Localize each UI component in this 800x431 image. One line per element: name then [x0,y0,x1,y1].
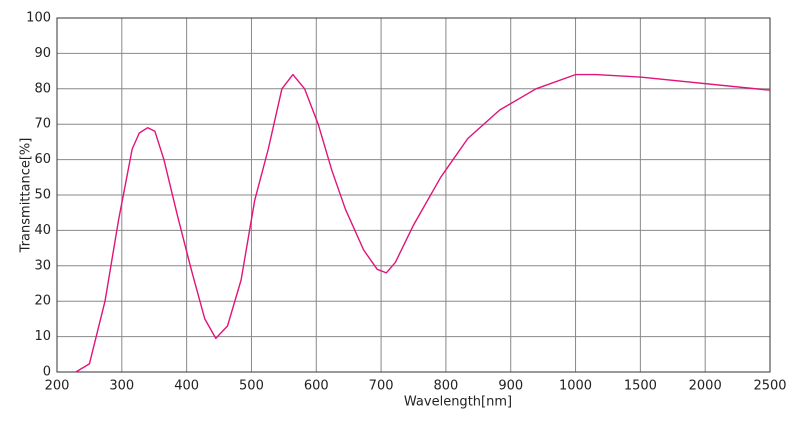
x-tick-label: 1500 [624,379,657,394]
x-tick-label: 2500 [753,379,786,394]
x-axis-title: Wavelength[nm] [404,395,512,410]
y-tick-label: 20 [34,294,51,309]
y-tick-label: 100 [26,11,51,26]
y-axis-title: Transmittance[%] [19,138,34,254]
y-tick-label: 60 [34,152,51,167]
y-tick-label: 80 [34,81,51,96]
x-tick-label: 2000 [689,379,722,394]
x-tick-label: 300 [109,379,134,394]
y-tick-label: 40 [34,223,51,238]
x-tick-label: 600 [304,379,329,394]
x-tick-label: 500 [239,379,264,394]
x-tick-label: 900 [498,379,523,394]
x-tick-label: 1000 [559,379,592,394]
x-tick-label: 400 [174,379,199,394]
y-tick-label: 10 [34,329,51,344]
y-tick-label: 30 [34,258,51,273]
x-tick-label: 700 [369,379,394,394]
x-tick-label: 800 [433,379,458,394]
y-tick-label: 0 [43,365,51,380]
y-tick-label: 90 [34,46,51,61]
y-tick-label: 50 [34,188,51,203]
plot-frame [56,17,771,373]
data-line [75,73,771,373]
x-tick-label: 200 [45,379,70,394]
y-tick-label: 70 [34,117,51,132]
